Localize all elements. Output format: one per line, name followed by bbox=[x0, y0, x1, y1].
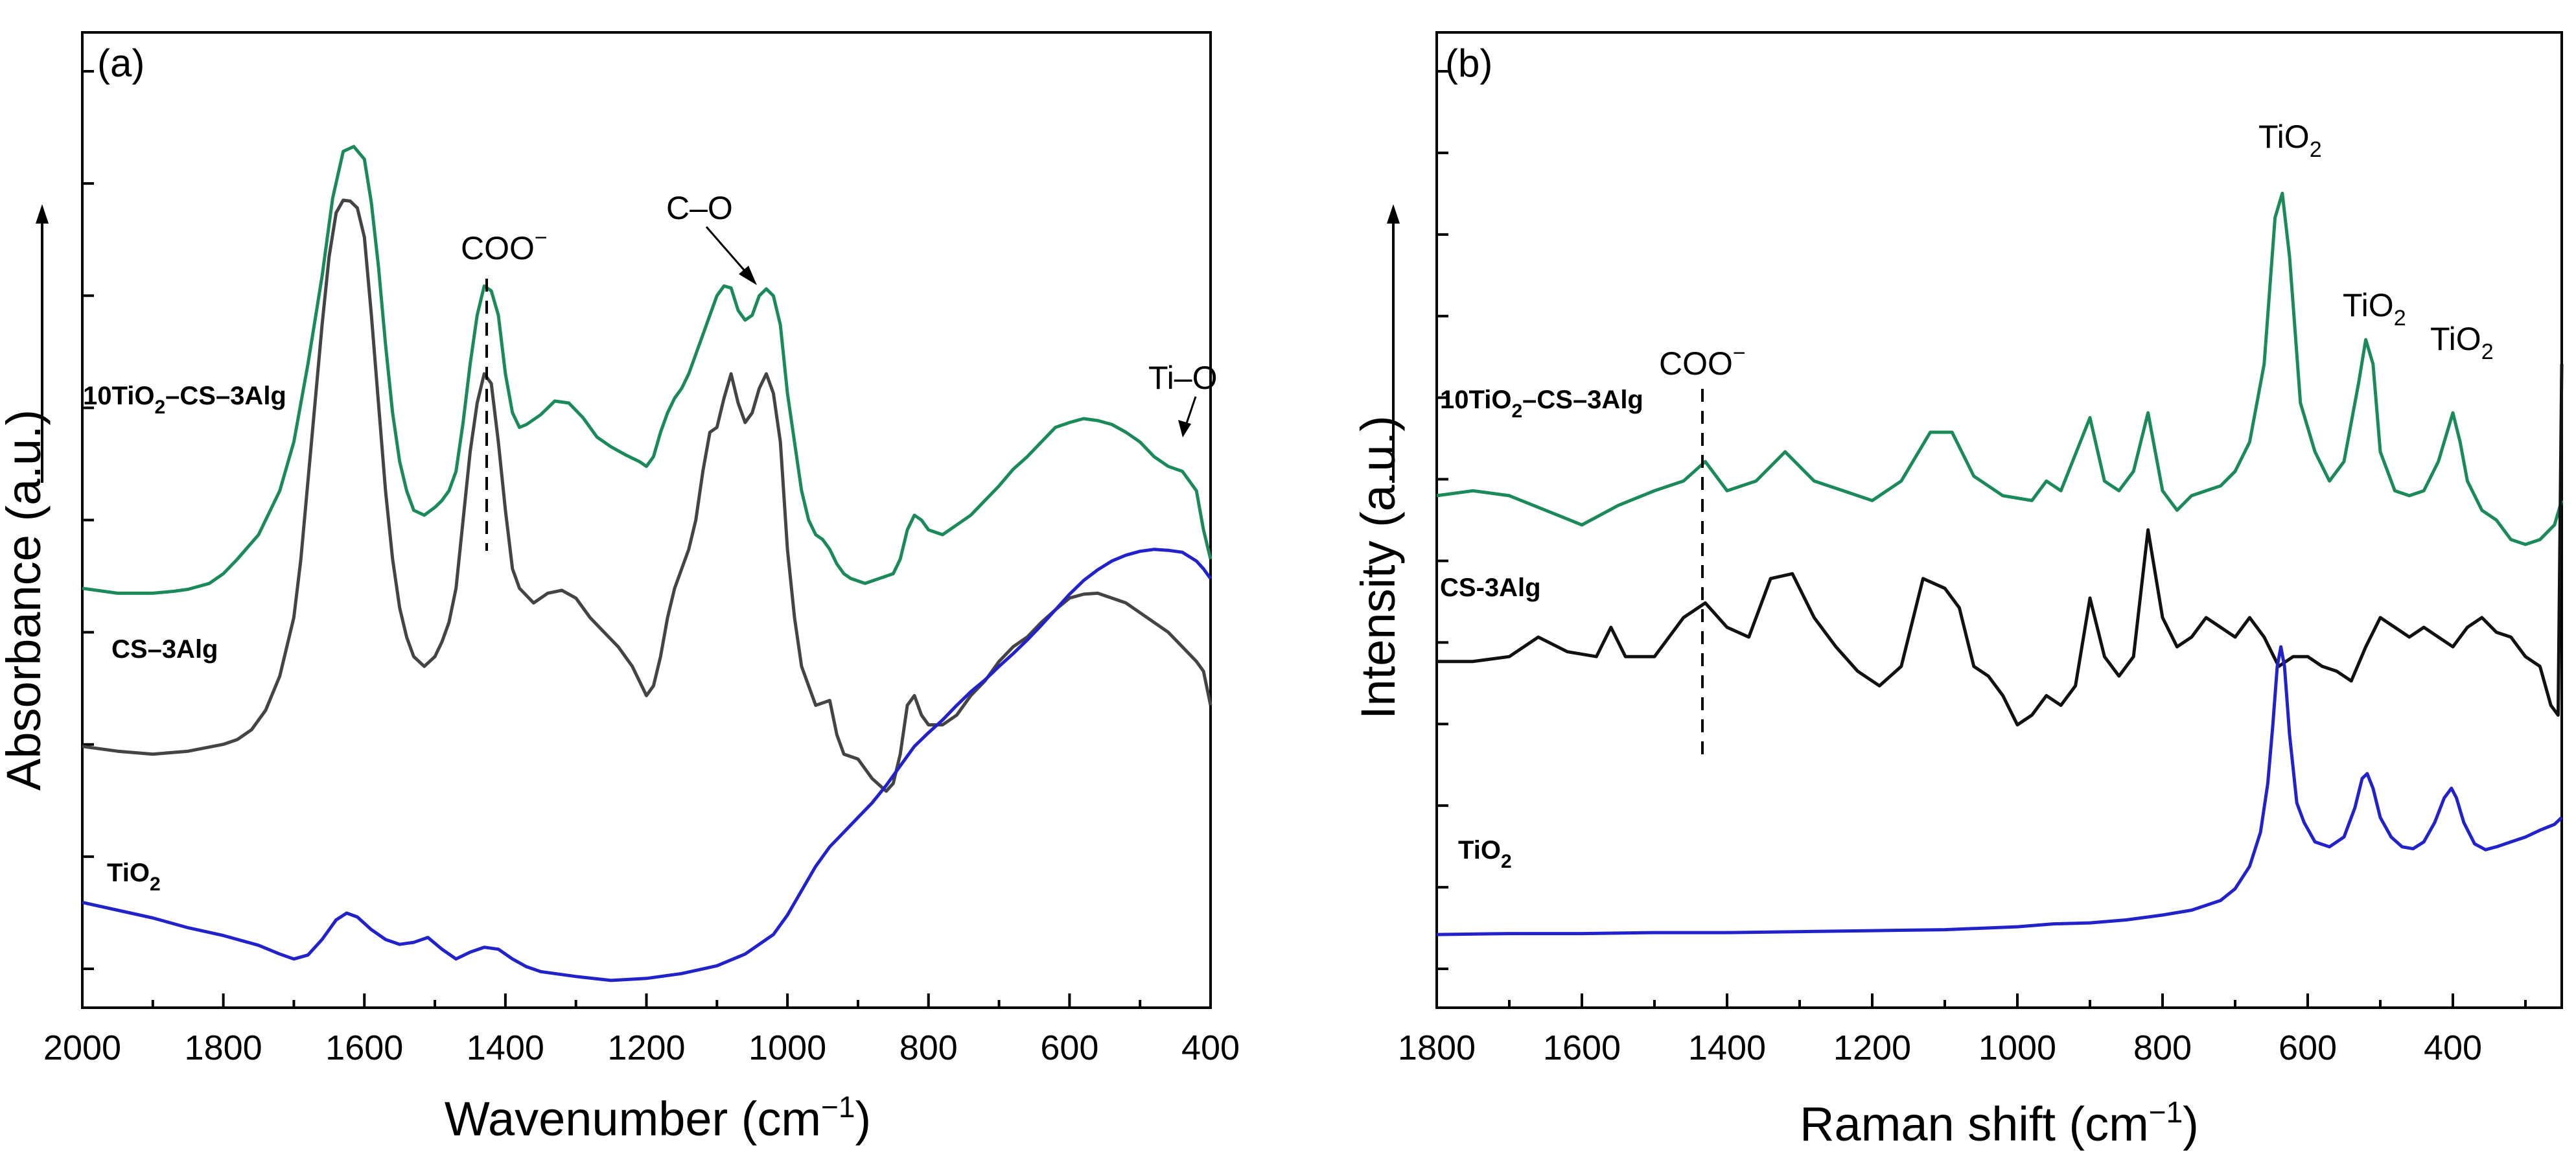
y-ticks-a bbox=[82, 70, 94, 970]
x-tick-label-a-600: 600 bbox=[1040, 1028, 1098, 1067]
annotation-tio-a-arrowhead bbox=[1178, 420, 1191, 437]
annotation-coo-a-main: COO bbox=[461, 230, 535, 266]
panel-a: 2000 1800 1600 1400 1200 1000 800 600 400 (a) Ab… bbox=[0, 31, 1240, 1146]
series-label-a-cs: CS–3Alg bbox=[111, 635, 218, 664]
series-lines-b bbox=[1436, 191, 2564, 936]
x-axis-title-b: Raman shift (cm−1) bbox=[1800, 1095, 2199, 1151]
x-tick-label-a-2000: 2000 bbox=[43, 1028, 121, 1067]
series-line-b-1 bbox=[1437, 364, 2564, 726]
annotation-tio2-peak1: TiO2 bbox=[2258, 119, 2322, 162]
x-tick-label-b-600: 600 bbox=[2279, 1028, 2337, 1067]
series-label-b-tio2cs-rest: –CS–3Alg bbox=[1522, 386, 1643, 414]
x-tick-label-a-1600: 1600 bbox=[325, 1028, 403, 1067]
x-tick-label-a-800: 800 bbox=[899, 1028, 958, 1067]
annotation-co-a-arrowhead bbox=[739, 266, 757, 285]
series-label-b-tio2cs: 10TiO2–CS–3Alg bbox=[1440, 386, 1643, 422]
plot-frame-a bbox=[81, 31, 1212, 1009]
series-label-a-tio2cs-rest: –CS–3Alg bbox=[165, 382, 286, 410]
x-axis-title-a-sup: −1 bbox=[821, 1090, 855, 1124]
x-axis-title-b-close: ) bbox=[2183, 1097, 2199, 1151]
x-tick-label-a-1400: 1400 bbox=[467, 1028, 544, 1067]
series-label-b-tio2-main: TiO bbox=[1458, 836, 1501, 864]
series-lines-a bbox=[82, 145, 1213, 982]
series-label-b-tio2: TiO2 bbox=[1458, 836, 1512, 872]
annotation-coo-b: COO− bbox=[1659, 341, 1746, 382]
series-line-a-2 bbox=[82, 548, 1213, 982]
x-tick-label-b-1400: 1400 bbox=[1688, 1028, 1766, 1067]
series-label-b-tio2-sub: 2 bbox=[1501, 851, 1512, 872]
y-axis-arrowhead-a bbox=[36, 204, 49, 224]
annotation-tio2-peak2-sub: 2 bbox=[2394, 306, 2406, 331]
series-line-a-0 bbox=[82, 145, 1213, 595]
x-tick-label-b-1600: 1600 bbox=[1543, 1028, 1621, 1067]
x-ticks-a: 2000 1800 1600 1400 1200 1000 800 600 400 bbox=[43, 993, 1240, 1067]
annotation-tio2-peak2: TiO2 bbox=[2343, 287, 2406, 331]
x-tick-label-b-1200: 1200 bbox=[1833, 1028, 1911, 1067]
annotation-coo-b-sup: − bbox=[1733, 341, 1746, 365]
series-label-a-tio2-main: TiO bbox=[107, 859, 150, 887]
series-label-a-tio2cs-sub: 2 bbox=[154, 397, 165, 418]
annotation-coo-a-sup: − bbox=[535, 226, 548, 250]
x-tick-label-b-800: 800 bbox=[2133, 1028, 2192, 1067]
x-tick-label-a-400: 400 bbox=[1181, 1028, 1240, 1067]
annotation-tio2-peak2-main: TiO bbox=[2343, 287, 2394, 323]
panel-label-b: (b) bbox=[1445, 41, 1492, 85]
y-ticks-b bbox=[1437, 70, 1448, 970]
annotation-co-a-arrow bbox=[705, 226, 752, 278]
y-axis-title-b: Intensity (a.u.) bbox=[1351, 415, 1405, 719]
plot-frame-b bbox=[1435, 31, 2563, 1009]
series-label-b-cs: CS-3Alg bbox=[1440, 574, 1541, 602]
panel-b: 1800 1600 1400 1200 1000 800 600 400 (b) Intens… bbox=[1351, 31, 2564, 1151]
y-axis-title-a: Absorbance (a.u.) bbox=[0, 410, 51, 791]
annotation-coo-a: COO− bbox=[461, 226, 548, 266]
x-axis-title-b-main: Raman shift (cm bbox=[1800, 1097, 2149, 1151]
series-line-a-1 bbox=[82, 198, 1213, 793]
annotation-tio2-peak3: TiO2 bbox=[2430, 321, 2494, 364]
x-tick-label-b-1800: 1800 bbox=[1398, 1028, 1476, 1067]
x-tick-label-b-400: 400 bbox=[2424, 1028, 2482, 1067]
series-label-b-tio2cs-main: 10TiO bbox=[1440, 386, 1511, 414]
x-axis-title-b-sup: −1 bbox=[2149, 1095, 2183, 1129]
series-line-b-2 bbox=[1436, 645, 2563, 936]
annotation-tio2-peak1-main: TiO bbox=[2258, 119, 2310, 155]
x-tick-label-b-1000: 1000 bbox=[1978, 1028, 2056, 1067]
x-axis-title-a-close: ) bbox=[855, 1092, 871, 1146]
series-line-b-0 bbox=[1436, 191, 2564, 546]
annotation-tio2-peak1-sub: 2 bbox=[2310, 137, 2322, 162]
x-ticks-b: 1800 1600 1400 1200 1000 800 600 400 bbox=[1398, 993, 2527, 1067]
series-label-a-tio2: TiO2 bbox=[107, 859, 161, 895]
x-tick-label-a-1000: 1000 bbox=[748, 1028, 826, 1067]
panel-label-a: (a) bbox=[97, 41, 145, 85]
annotation-tio-a: Ti–O bbox=[1148, 360, 1218, 396]
series-label-a-tio2cs: 10TiO2–CS–3Alg bbox=[83, 382, 286, 418]
x-axis-title-a-main: Wavenumber (cm bbox=[445, 1092, 821, 1146]
series-label-a-tio2-sub: 2 bbox=[150, 874, 161, 895]
annotation-coo-b-main: COO bbox=[1659, 345, 1733, 382]
series-label-a-tio2cs-main: 10TiO bbox=[83, 382, 154, 410]
series-label-b-tio2cs-sub: 2 bbox=[1511, 400, 1522, 422]
x-axis-title-a: Wavenumber (cm−1) bbox=[445, 1090, 871, 1146]
annotation-tio2-peak3-main: TiO bbox=[2430, 321, 2481, 357]
x-tick-label-a-1800: 1800 bbox=[185, 1028, 262, 1067]
y-axis-arrowhead-b bbox=[1387, 204, 1400, 224]
annotation-co-a: C–O bbox=[666, 190, 733, 226]
x-tick-label-a-1200: 1200 bbox=[607, 1028, 685, 1067]
annotation-tio2-peak3-sub: 2 bbox=[2481, 340, 2494, 364]
